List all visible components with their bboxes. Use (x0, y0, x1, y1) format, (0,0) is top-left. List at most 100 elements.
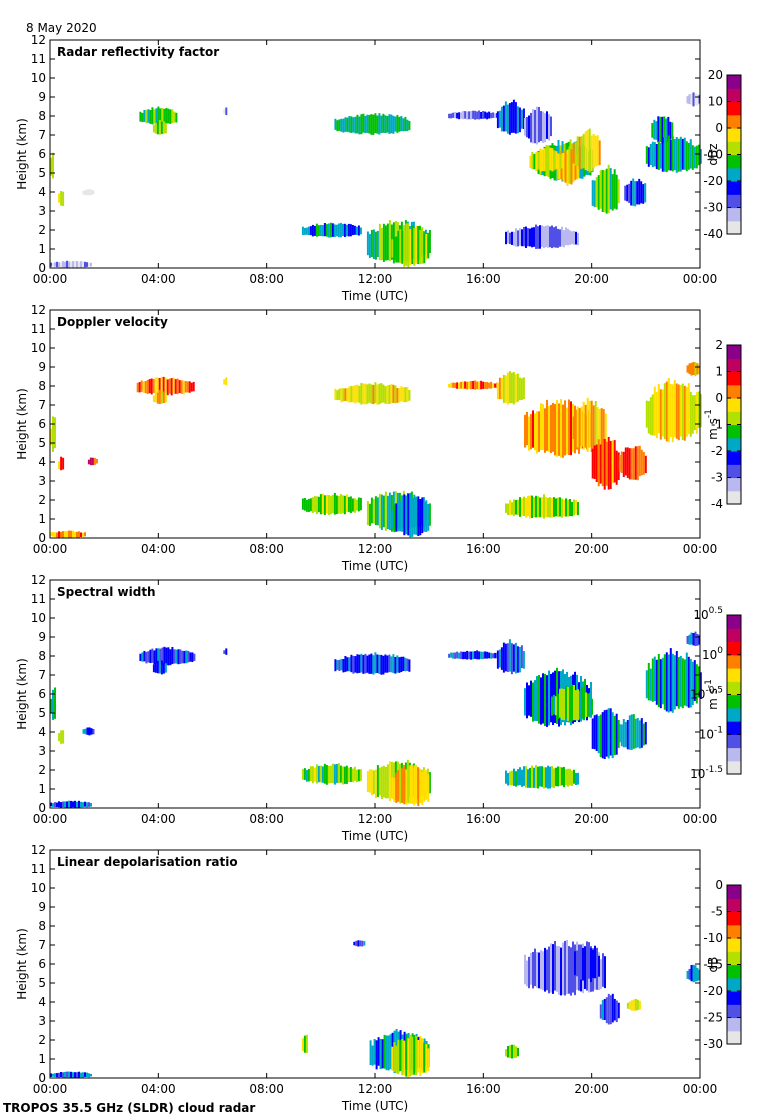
heatmap-cell (592, 405, 595, 450)
heatmap-cell (397, 230, 400, 263)
heatmap-cell (505, 1049, 507, 1057)
heatmap-cell (581, 687, 583, 719)
heatmap-cell (168, 378, 171, 394)
y-tick-label: 6 (38, 417, 46, 431)
data-region (618, 445, 647, 481)
y-tick-label: 8 (38, 379, 46, 393)
colorbar-cell (727, 998, 741, 1003)
data-region (50, 530, 86, 538)
data-region (591, 164, 620, 214)
colorbar-cell (727, 218, 741, 222)
heatmap-cell (334, 388, 337, 400)
heatmap-cell (138, 382, 141, 393)
heatmap-cell (529, 767, 531, 788)
heatmap-cell (576, 136, 579, 167)
colorbar-cell (727, 133, 741, 137)
heatmap-cell (417, 767, 420, 807)
heatmap-cell (450, 382, 453, 388)
heatmap-cell (317, 496, 320, 513)
heatmap-cell (626, 1002, 629, 1009)
heatmap-cell (595, 714, 598, 751)
heatmap-cell (368, 654, 371, 674)
heatmap-cell (90, 728, 93, 735)
heatmap-cell (362, 113, 365, 133)
heatmap-cell (317, 765, 320, 783)
heatmap-cell (569, 768, 571, 786)
heatmap-cell (520, 645, 523, 669)
heatmap-cell (173, 111, 176, 123)
heatmap-cell (385, 1035, 388, 1071)
heatmap-cell (364, 115, 367, 133)
heatmap-cell (358, 385, 361, 403)
colorbar-cell (727, 194, 741, 198)
heatmap-cell (551, 148, 554, 172)
colorbar-cell (727, 395, 741, 399)
heatmap-cell (159, 648, 162, 664)
y-tick-label: 3 (38, 204, 46, 218)
y-tick-label: 1 (38, 782, 46, 796)
heatmap-cell (88, 802, 90, 807)
x-tick-label: 12:00 (358, 812, 393, 826)
heatmap-cell (370, 769, 373, 796)
colorbar-cell (727, 760, 741, 764)
heatmap-cell (482, 381, 485, 389)
heatmap-cell (192, 381, 195, 392)
heatmap-cell (547, 765, 549, 789)
heatmap-cell (162, 391, 165, 403)
heatmap-cell (538, 411, 540, 452)
heatmap-cell (82, 190, 85, 195)
heatmap-cell (509, 771, 511, 785)
heatmap-cell (549, 147, 552, 171)
heatmap-cell (70, 800, 72, 808)
heatmap-cell (488, 111, 491, 119)
heatmap-cell (358, 116, 361, 135)
heatmap-cell (559, 688, 561, 718)
heatmap-cell (580, 406, 583, 447)
colorbar-cell (727, 633, 741, 637)
heatmap-cell (596, 947, 598, 979)
data-region (58, 191, 65, 206)
heatmap-cell (524, 414, 526, 448)
heatmap-cell (574, 141, 577, 166)
colorbar-cell (727, 220, 741, 224)
heatmap-cell (577, 689, 579, 721)
heatmap-cell (405, 496, 408, 535)
heatmap-cell (649, 397, 652, 435)
heatmap-cell (327, 223, 330, 238)
heatmap-cell (86, 262, 88, 267)
heatmap-cell (333, 224, 336, 237)
colorbar-cell (727, 350, 741, 354)
heatmap-cell (450, 113, 453, 119)
y-tick-label: 2 (38, 493, 46, 507)
heatmap-cell (696, 633, 699, 646)
heatmap-cell (161, 108, 164, 125)
heatmap-cell (72, 801, 74, 808)
heatmap-cell (486, 112, 489, 120)
colorbar-cell (727, 157, 741, 161)
heatmap-cell (360, 653, 363, 673)
colorbar-cell (727, 82, 741, 87)
heatmap-cell (538, 952, 540, 989)
heatmap-cell (339, 765, 342, 783)
heatmap-cell (311, 766, 314, 784)
colorbar-cell (727, 429, 741, 434)
heatmap-cell (613, 169, 616, 209)
heatmap-cell (88, 727, 91, 736)
heatmap-cell (688, 363, 691, 375)
heatmap-cell (584, 946, 586, 982)
data-region (645, 648, 702, 713)
y-tick-label: 4 (38, 995, 46, 1009)
heatmap-cell (615, 174, 618, 210)
heatmap-cell (342, 118, 345, 133)
heatmap-cell (390, 114, 393, 134)
heatmap-cell (92, 190, 95, 195)
heatmap-cell (634, 718, 637, 749)
heatmap-cell (380, 654, 383, 675)
heatmap-cell (164, 377, 167, 395)
heatmap-cell (427, 774, 430, 802)
heatmap-cell (305, 770, 308, 782)
heatmap-cell (147, 109, 150, 123)
heatmap-cell (167, 647, 170, 666)
heatmap-cell (162, 121, 165, 134)
y-tick-label: 3 (38, 1014, 46, 1028)
